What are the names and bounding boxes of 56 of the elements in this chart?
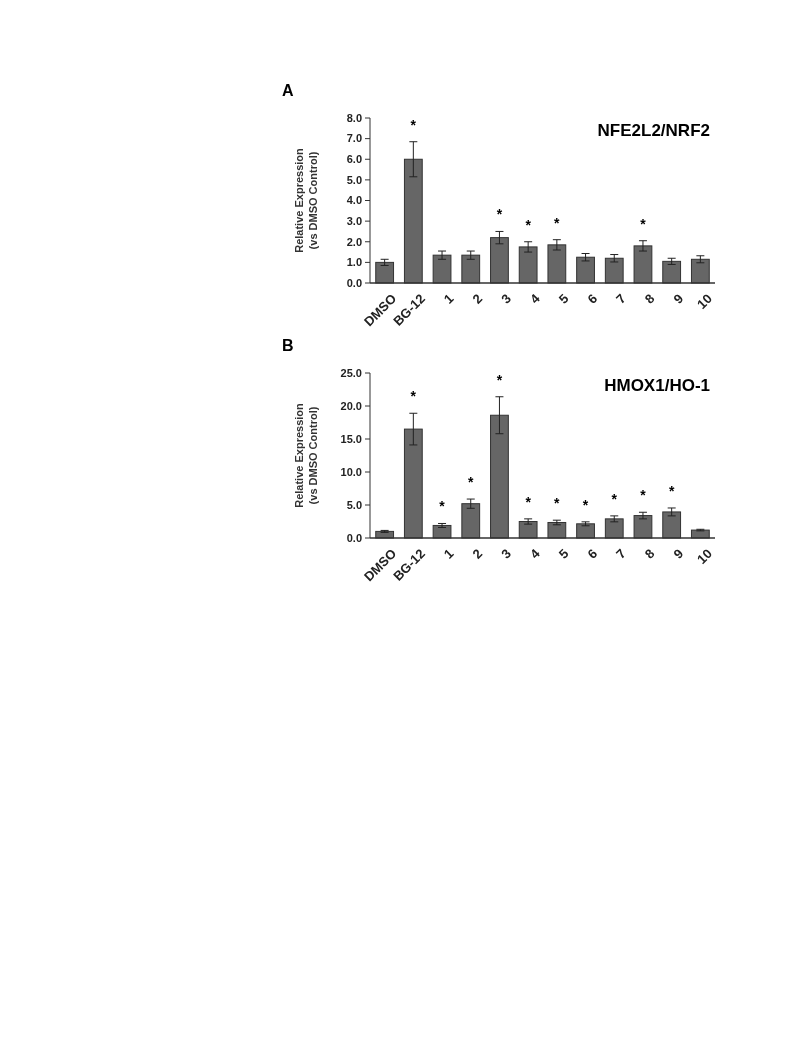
data-label: * <box>439 498 446 515</box>
y-tick-label: 20.0 <box>340 399 362 412</box>
y-axis-title: Relative Expression (vs DMSO Control) <box>293 402 319 508</box>
y-tick-label: 6.0 <box>346 153 362 166</box>
x-tick-label: 5 <box>555 290 572 307</box>
x-tick-label: 7 <box>613 290 629 307</box>
data-label: * <box>611 490 618 507</box>
data-label: * <box>554 214 561 231</box>
x-tick-label: 2 <box>469 290 486 307</box>
y-tick-label: 25.0 <box>340 366 362 379</box>
x-tick-label: 8 <box>641 545 658 562</box>
x-tick-label: 8 <box>641 290 658 307</box>
y-tick-label: 2.0 <box>346 235 362 248</box>
annotation: HMOX1/HO-1 <box>604 376 710 395</box>
y-tick-label: 0.0 <box>346 276 362 289</box>
x-tick-label: 6 <box>584 290 601 307</box>
chart-title: B <box>282 337 294 354</box>
y-tick-label: 0.0 <box>346 531 362 544</box>
annotation: NFE2L2/NRF2 <box>597 121 710 140</box>
data-label: * <box>525 216 532 233</box>
data-label: * <box>496 371 503 388</box>
x-tick-label: 7 <box>613 545 629 562</box>
data-label: * <box>582 496 589 513</box>
data-label: * <box>668 482 675 499</box>
x-tick-label: 1 <box>440 290 457 307</box>
x-tick-label: 9 <box>670 290 687 307</box>
y-tick-label: 1.0 <box>346 256 362 269</box>
data-label: * <box>496 206 503 223</box>
y-axis-title: Relative Expression (vs DMSO Control) <box>293 147 319 253</box>
x-tick-label: 9 <box>670 545 687 562</box>
y-tick-label: 5.0 <box>346 498 362 511</box>
data-label: * <box>640 487 647 504</box>
data-label: * <box>410 116 417 133</box>
y-tick-label: 3.0 <box>346 214 362 227</box>
y-tick-label: 7.0 <box>346 132 362 145</box>
chart-title: A <box>282 82 294 99</box>
x-tick-label: 1 <box>440 545 457 562</box>
y-tick-label: 4.0 <box>346 194 362 207</box>
x-tick-label: 3 <box>498 290 514 307</box>
x-tick-label: 4 <box>526 290 544 307</box>
x-tick-label: 10 <box>694 290 715 312</box>
y-tick-label: 15.0 <box>340 432 362 445</box>
x-tick-label: 3 <box>498 545 514 562</box>
x-tick-label: 2 <box>469 545 486 562</box>
y-tick-label: 10.0 <box>340 465 362 478</box>
data-label: * <box>410 388 417 405</box>
data-label: * <box>554 495 561 512</box>
x-tick-label: 6 <box>584 545 601 562</box>
data-label: * <box>640 215 647 232</box>
x-tick-label: 4 <box>526 545 544 562</box>
y-tick-label: 5.0 <box>346 173 362 186</box>
y-tick-label: 8.0 <box>346 111 362 124</box>
data-label: * <box>468 474 475 491</box>
data-label: * <box>525 493 532 510</box>
x-tick-label: 5 <box>555 545 572 562</box>
x-tick-label: 10 <box>694 545 715 567</box>
